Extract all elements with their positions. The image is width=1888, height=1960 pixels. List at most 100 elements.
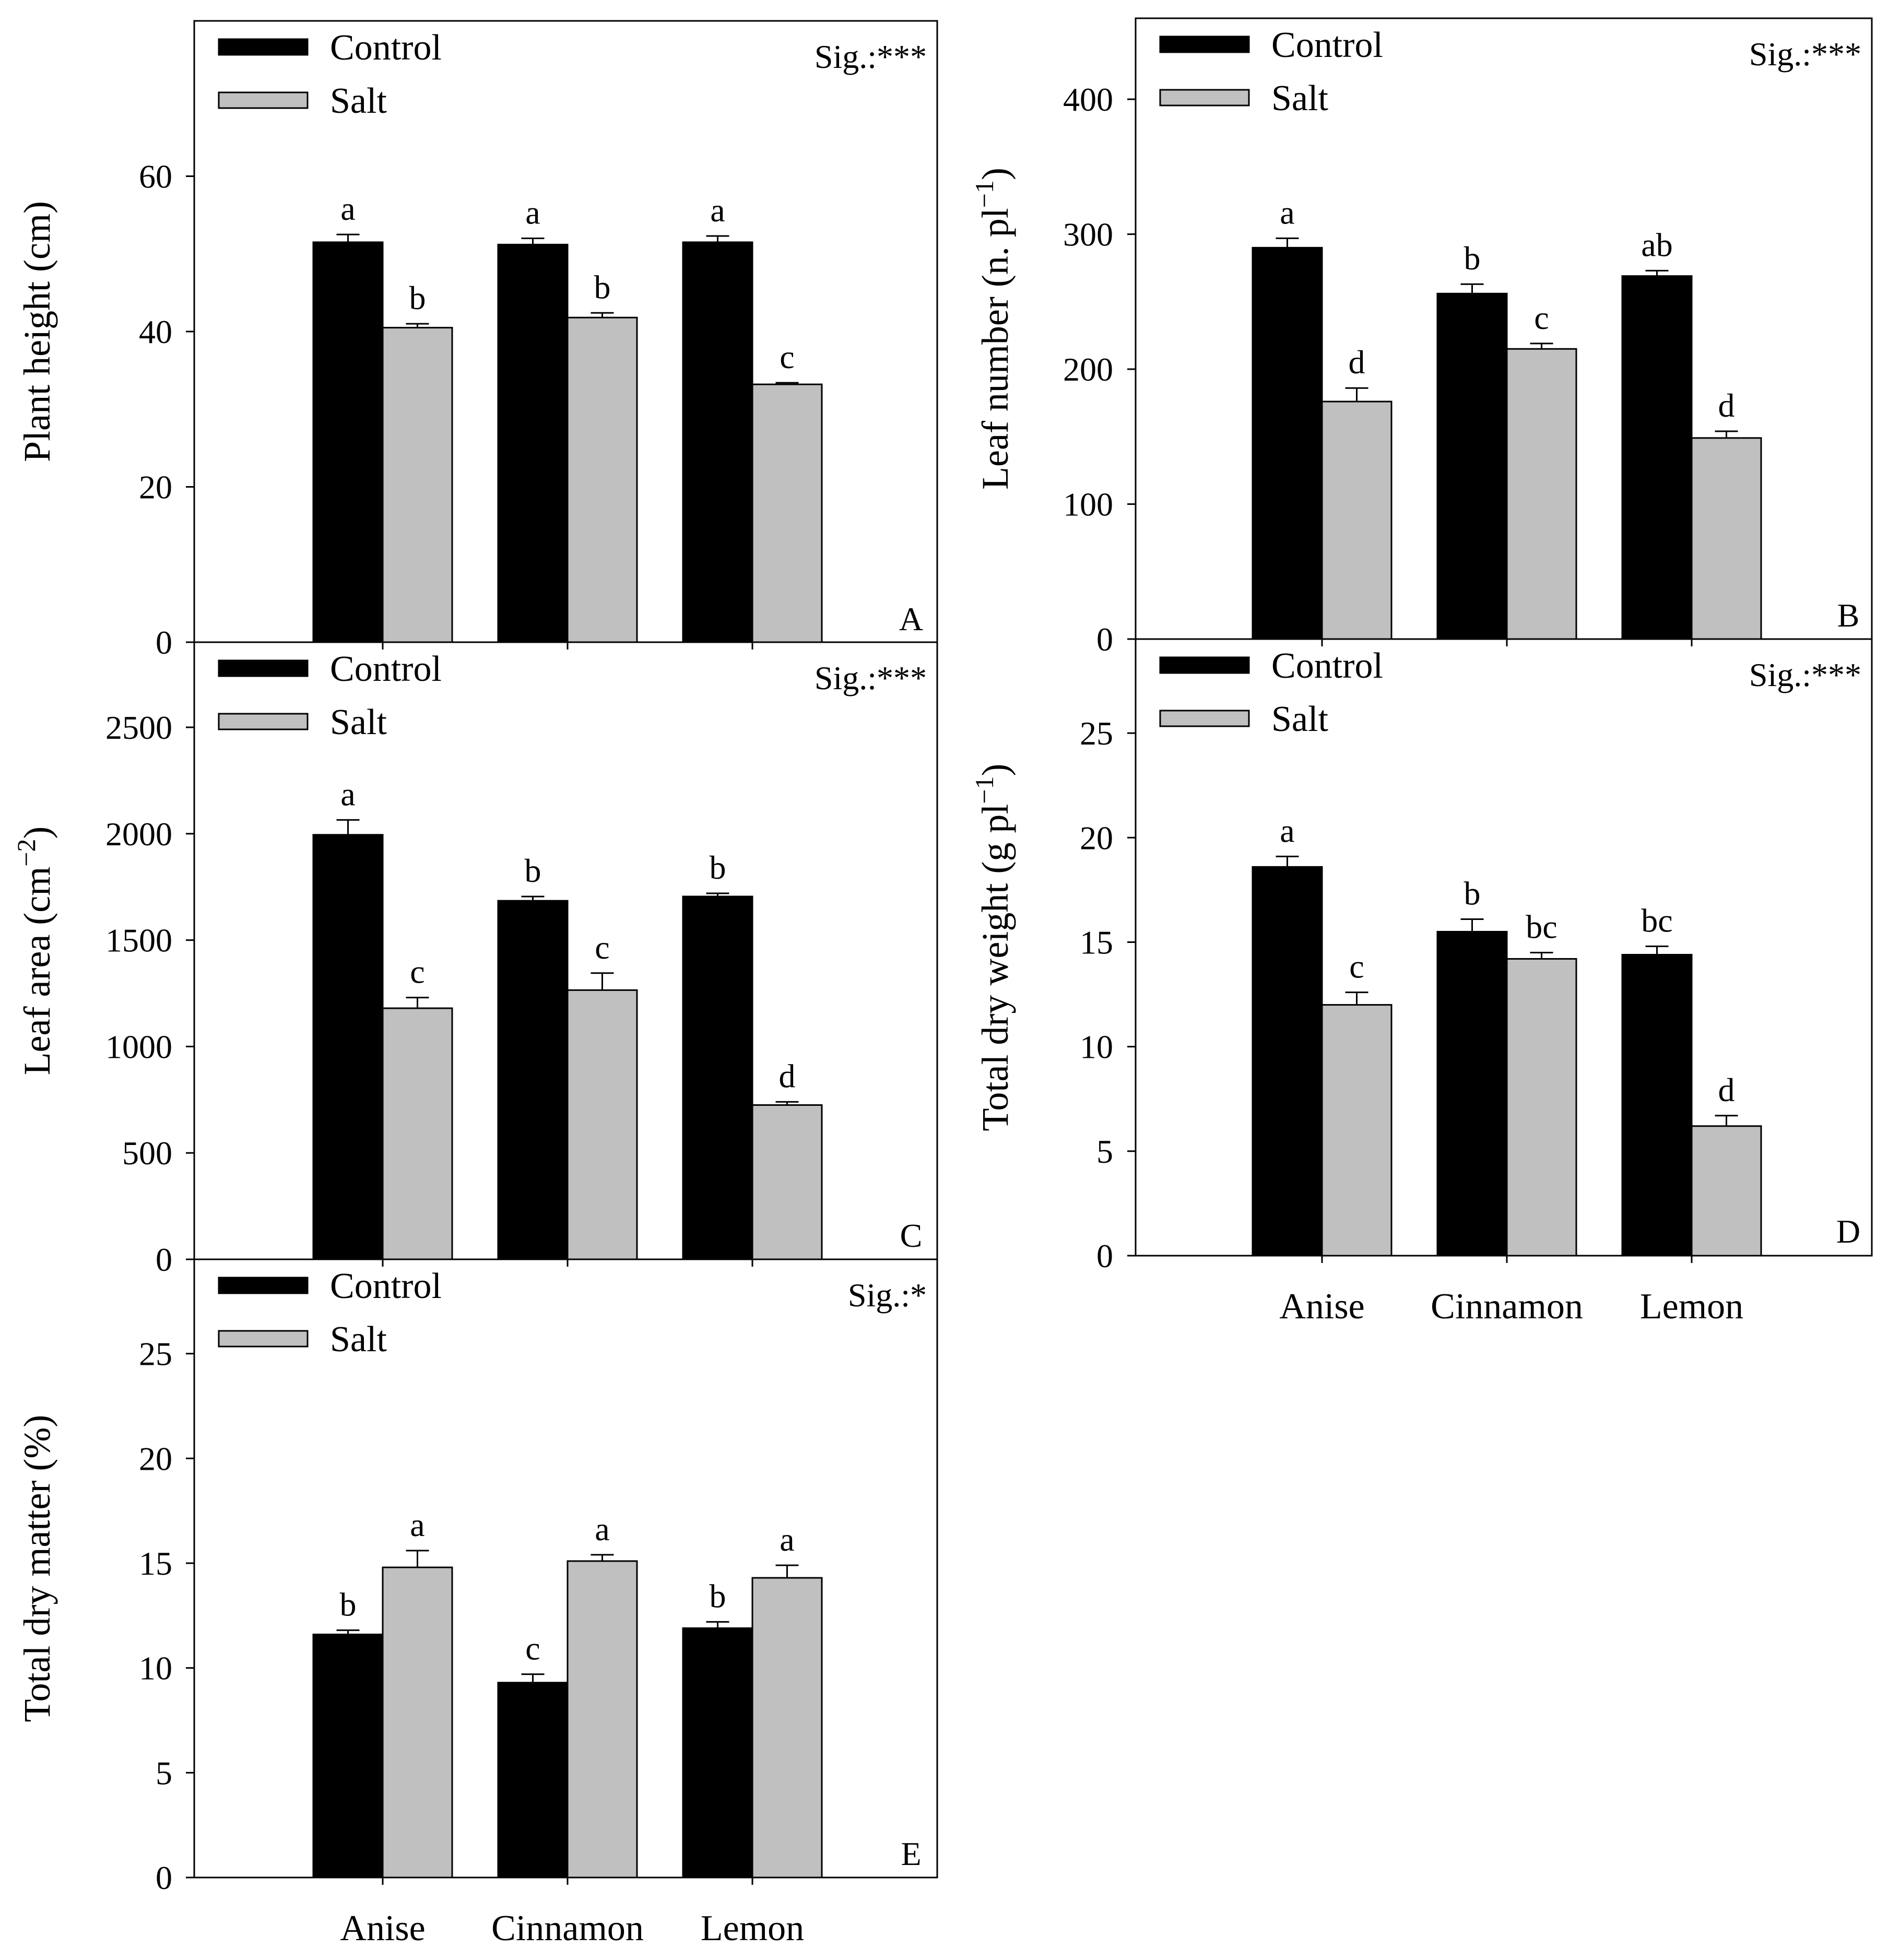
significance-letter: ab [1641, 226, 1672, 263]
significance-letter: b [710, 1577, 726, 1614]
bar-salt-cinnamon [567, 1560, 638, 1879]
legend-swatch-salt [1159, 710, 1250, 727]
significance-letter: c [1534, 299, 1549, 336]
panel-D: 0 5 10 15 20 25 Anise Cinnamon Lemon Total dry we… [970, 638, 1873, 1327]
panel-letter: D [1836, 1213, 1860, 1250]
bar-control-lemon [682, 895, 753, 1260]
bar-salt-cinnamon [1506, 958, 1577, 1257]
y-tick-label: 25 [139, 1336, 172, 1373]
y-tick-label: 40 [139, 313, 172, 350]
legend-swatch-control [218, 1277, 309, 1294]
y-tick-label: 2000 [105, 816, 172, 853]
significance-letter: a [595, 1510, 609, 1548]
y-tick-label: 5 [1096, 1133, 1113, 1170]
legend-label-salt: Salt [1271, 699, 1328, 739]
y-tick-label: 300 [1063, 216, 1113, 253]
y-tick-label: 10 [1080, 1029, 1113, 1066]
y-tick-label: 10 [139, 1650, 172, 1687]
bar-control-anise [312, 834, 384, 1260]
bar-salt-cinnamon [567, 989, 638, 1260]
legend-label-control: Control [1271, 646, 1383, 686]
significance-label: Sig.:*** [815, 38, 927, 75]
significance-letter: d [779, 1057, 796, 1094]
y-axis-label: Total dry weight (g pl−1) [970, 763, 1016, 1131]
bar-salt-anise [1321, 1004, 1393, 1257]
bar-salt-anise [382, 1566, 453, 1879]
bar-control-lemon [1621, 954, 1693, 1257]
x-tick-label: Anise [1279, 1286, 1364, 1327]
y-tick-label: 0 [156, 1859, 172, 1896]
panel-E: 0 5 10 15 20 25 Anise Cinnamon Lemon Total dry ma… [16, 1258, 938, 1949]
y-tick-label: 60 [139, 158, 172, 195]
legend-label-control: Control [330, 649, 442, 689]
panel-C: 0 500 1000 1500 2000 2500 Leaf area (cm−2) a b b c… [11, 641, 938, 1278]
significance-label: Sig.:*** [1749, 656, 1861, 693]
y-tick-label: 500 [122, 1135, 172, 1172]
significance-label: Sig.:* [848, 1277, 927, 1314]
y-tick-label: 20 [139, 1440, 172, 1477]
bar-salt-lemon [751, 1104, 823, 1260]
y-tick-label: 20 [1080, 819, 1113, 856]
bar-control-lemon [1621, 275, 1693, 640]
legend-swatch-control [218, 659, 309, 677]
bar-control-cinnamon [1436, 930, 1508, 1257]
y-tick-label: 5 [156, 1754, 172, 1791]
panel-letter: C [900, 1217, 923, 1254]
bar-control-cinnamon [497, 243, 569, 643]
significance-letter: bc [1641, 902, 1672, 939]
panel-letter: E [901, 1835, 921, 1872]
y-tick-label: 100 [1063, 486, 1113, 523]
y-tick-label: 1500 [105, 922, 172, 959]
bar-salt-cinnamon [1506, 348, 1577, 640]
legend-label-control: Control [330, 28, 442, 68]
significance-letter: bc [1526, 908, 1557, 946]
significance-letter: b [1464, 875, 1481, 912]
significance-letter: c [595, 929, 609, 966]
y-tick-label: 25 [1080, 715, 1113, 752]
significance-letter: d [1718, 387, 1735, 424]
significance-letter: b [594, 268, 611, 305]
panel-letter: A [899, 600, 923, 637]
significance-letter: a [410, 1506, 424, 1543]
y-tick-label: 0 [156, 624, 172, 661]
legend-swatch-salt [218, 91, 309, 109]
legend-swatch-control [218, 38, 309, 56]
y-tick-label: 15 [1080, 924, 1113, 961]
significance-letter: d [1718, 1071, 1735, 1108]
significance-label: Sig.:*** [815, 659, 927, 696]
bar-salt-anise [382, 327, 453, 643]
y-axis-label: Leaf number (n. pl−1) [970, 168, 1016, 490]
bar-salt-lemon [751, 1577, 823, 1879]
legend-label-control: Control [330, 1266, 442, 1306]
y-tick-label: 15 [139, 1545, 172, 1582]
x-tick-label: Lemon [701, 1908, 804, 1949]
bar-control-anise [312, 1633, 384, 1879]
legend-swatch-control [1159, 36, 1250, 53]
significance-label: Sig.:*** [1749, 36, 1861, 73]
panel-letter: B [1837, 597, 1860, 634]
significance-letter: d [1349, 344, 1365, 381]
legend-label-salt: Salt [330, 1319, 387, 1360]
significance-letter: a [780, 1521, 794, 1558]
significance-letter: a [710, 192, 725, 229]
significance-letter: c [780, 338, 794, 375]
x-tick-label: Lemon [1640, 1286, 1743, 1327]
legend-swatch-control [1159, 656, 1250, 674]
legend-swatch-salt [1159, 89, 1250, 107]
y-tick-label: 0 [156, 1241, 172, 1278]
bar-salt-anise [1321, 400, 1393, 640]
bar-control-cinnamon [497, 1682, 569, 1879]
bar-control-anise [312, 241, 384, 643]
y-tick-label: 20 [139, 469, 172, 506]
bar-control-cinnamon [1436, 292, 1508, 640]
significance-letter: c [410, 953, 424, 990]
x-tick-label: Cinnamon [1431, 1286, 1583, 1327]
panel-A: 0 20 40 60 Plant height (cm) a a a b b c Control Sal… [16, 20, 938, 661]
significance-letter: c [525, 1630, 540, 1667]
bar-salt-lemon [751, 383, 823, 643]
significance-letter: a [340, 775, 355, 812]
bar-control-lemon [682, 1627, 753, 1879]
bar-salt-anise [382, 1007, 453, 1260]
